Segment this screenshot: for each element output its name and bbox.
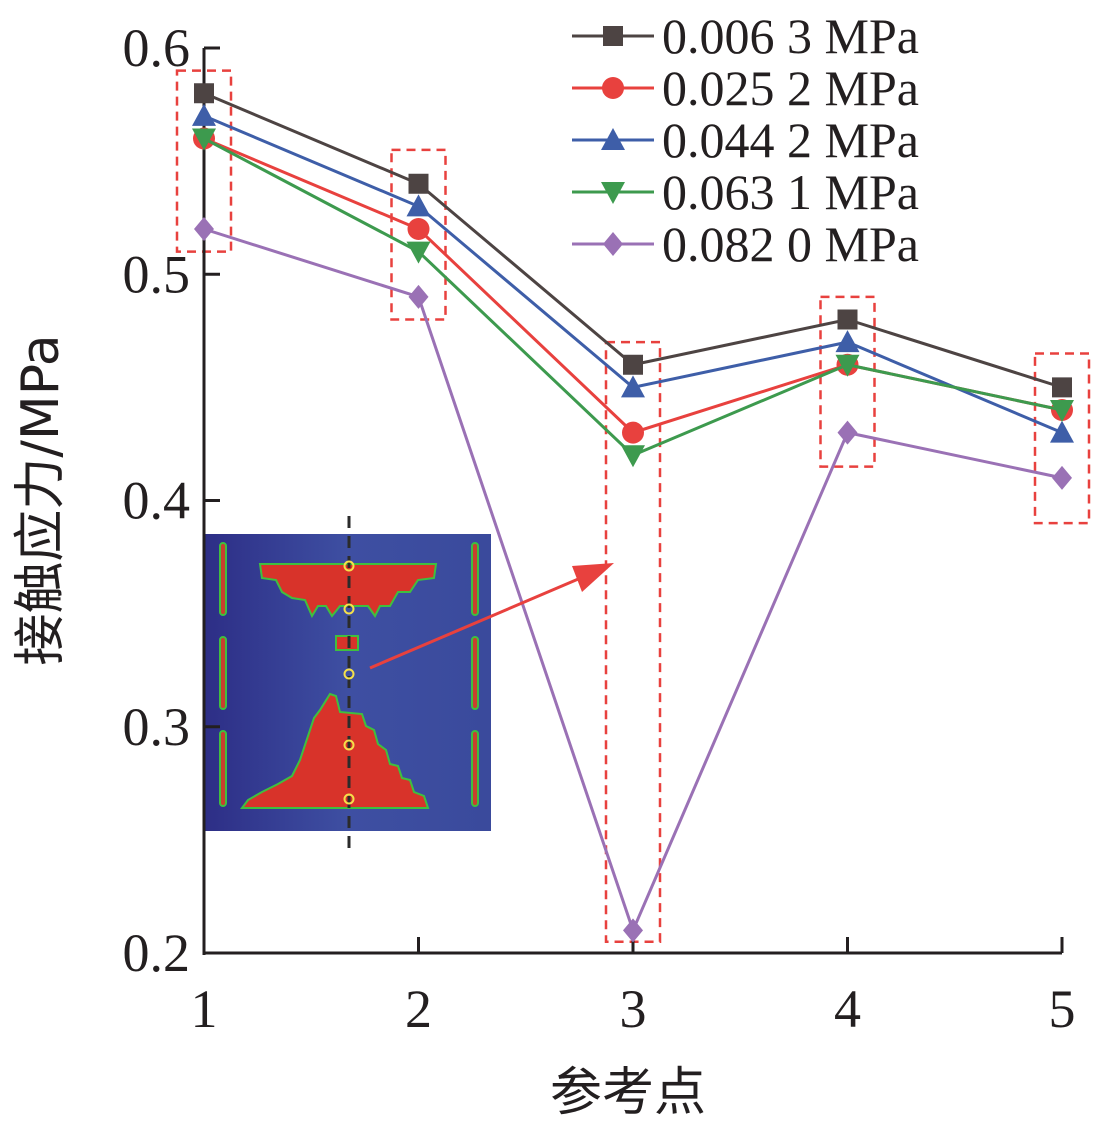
x-tick-label: 5 [1049, 979, 1076, 1039]
data-point-marker [408, 284, 429, 309]
data-point-marker [192, 103, 216, 126]
data-point-marker [623, 918, 643, 943]
data-point-marker [1050, 400, 1074, 422]
legend-label: 0.006 3 MPa [662, 8, 919, 64]
data-point-marker [1050, 420, 1074, 443]
data-point-marker [837, 309, 858, 330]
legend-label: 0.082 0 MPa [662, 216, 919, 272]
x-tick-label: 2 [405, 979, 432, 1039]
inset-middle-contact-block [335, 635, 359, 651]
legend-item: 0.006 3 MPa [572, 8, 919, 64]
data-point-marker [623, 354, 643, 375]
legend-marker [601, 128, 625, 150]
y-tick-label: 0.2 [123, 923, 191, 983]
series-layer [192, 83, 1074, 943]
data-point-marker [408, 173, 429, 194]
highlight-box [819, 295, 876, 468]
series-1 [194, 83, 1072, 398]
highlight-box [1033, 352, 1091, 525]
legend-marker [603, 26, 623, 46]
legend-label: 0.025 2 MPa [662, 60, 919, 116]
data-point-marker [406, 194, 431, 217]
x-ticks: 1 2 3 4 5 [191, 937, 1076, 1039]
legend-item: 0.025 2 MPa [572, 60, 919, 116]
data-point-marker [621, 445, 645, 468]
legend-item: 0.063 1 MPa [572, 164, 919, 220]
x-tick-label: 3 [620, 979, 647, 1039]
y-ticks: 0.2 0.3 0.4 0.5 0.6 [123, 18, 220, 983]
inset-reference-point-4 [343, 739, 355, 751]
data-point-marker [621, 375, 645, 398]
y-tick-label: 0.3 [123, 697, 191, 757]
data-point-marker [835, 354, 860, 377]
x-axis-title: 参考点 [550, 1063, 706, 1123]
data-point-marker [622, 421, 644, 444]
y-tick-label: 0.4 [123, 471, 191, 531]
series-3 [192, 103, 1074, 443]
data-point-marker [835, 330, 860, 353]
inset-reference-point-5 [343, 793, 355, 805]
data-point-marker [192, 128, 216, 151]
inset-cross-section-image [204, 516, 491, 848]
inset-reference-point-1 [343, 560, 355, 572]
data-point-marker [837, 420, 858, 445]
y-tick-label: 0.6 [123, 18, 191, 78]
legend-marker [601, 182, 625, 204]
legend-marker [603, 232, 623, 256]
series-line [203, 91, 1063, 389]
inset-reference-point-3 [343, 668, 355, 680]
inset-arrow [369, 563, 614, 670]
inset-side-slits [219, 542, 479, 807]
inset-reference-point-2 [343, 603, 355, 615]
inset-reference-points [343, 560, 355, 805]
legend-label: 0.044 2 MPa [662, 112, 919, 168]
arrow-line [369, 572, 591, 670]
legend-item: 0.044 2 MPa [572, 112, 919, 168]
y-axis-title: 接触应力/MPa [11, 334, 71, 665]
data-point-marker [194, 83, 214, 104]
data-point-marker [194, 217, 214, 241]
legend-marker [602, 77, 624, 99]
x-tick-label: 1 [191, 979, 218, 1039]
legend-label: 0.063 1 MPa [662, 164, 919, 220]
series-4 [192, 128, 1074, 468]
arrow-head-icon [572, 563, 614, 592]
inset-lower-contact-region [240, 692, 430, 809]
x-tick-label: 4 [834, 979, 861, 1039]
data-point-marker [1052, 377, 1072, 398]
series-5 [194, 217, 1072, 943]
data-point-marker [406, 241, 431, 264]
inset-upper-contact-region [258, 563, 438, 619]
y-tick-label: 0.5 [123, 244, 191, 304]
data-point-marker [1052, 465, 1072, 490]
series-line [203, 137, 1063, 458]
highlight-box [390, 148, 447, 321]
data-point-marker [407, 218, 430, 240]
legend-item: 0.082 0 MPa [572, 216, 919, 272]
